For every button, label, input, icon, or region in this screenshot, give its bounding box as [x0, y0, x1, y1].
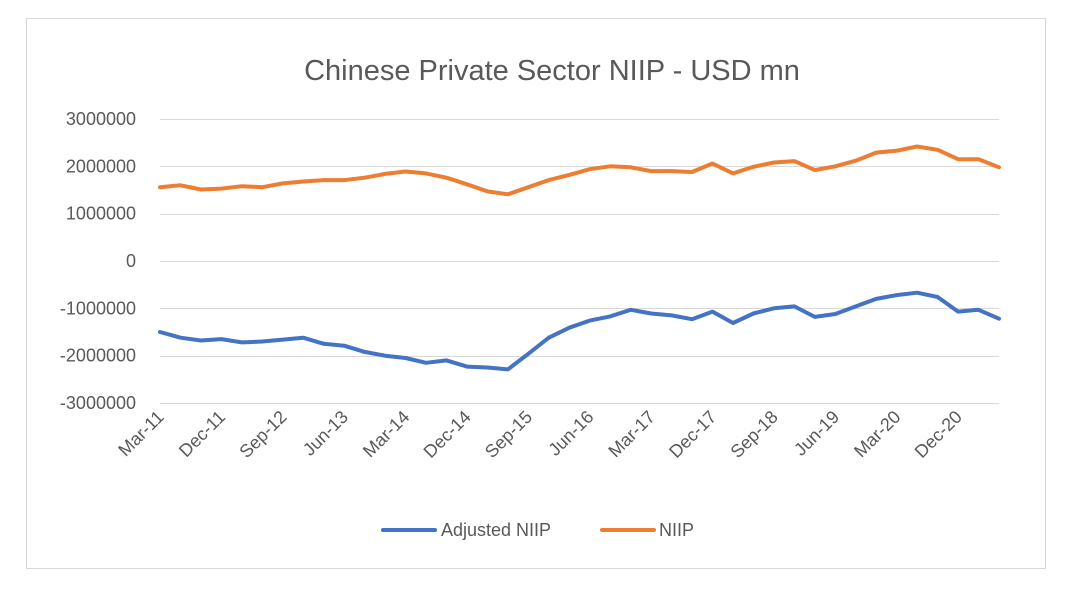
- y-tick-label: -3000000: [60, 393, 136, 413]
- gridlines: [160, 119, 999, 404]
- y-tick-label: -2000000: [60, 346, 136, 366]
- y-tick-label: 0: [126, 251, 136, 271]
- legend-label-niip: NIIP: [659, 520, 694, 540]
- legend-label-adjusted-niip: Adjusted NIIP: [441, 520, 551, 540]
- legend: Adjusted NIIP NIIP: [381, 520, 694, 540]
- y-tick-label: -1000000: [60, 298, 136, 318]
- series-line-niip: [158, 144, 1001, 197]
- y-tick-label: 2000000: [66, 156, 136, 176]
- y-tick-label: 1000000: [66, 204, 136, 224]
- series-lines: [158, 144, 1001, 372]
- chart-border: [26, 18, 1046, 569]
- chart-title: Chinese Private Sector NIIP - USD mn: [304, 55, 800, 87]
- y-axis-ticks: 3000000 2000000 1000000 0 -1000000 -2000000 -3…: [60, 109, 136, 413]
- series-line-adjusted-niip: [158, 290, 1001, 372]
- y-tick-label: 3000000: [66, 109, 136, 129]
